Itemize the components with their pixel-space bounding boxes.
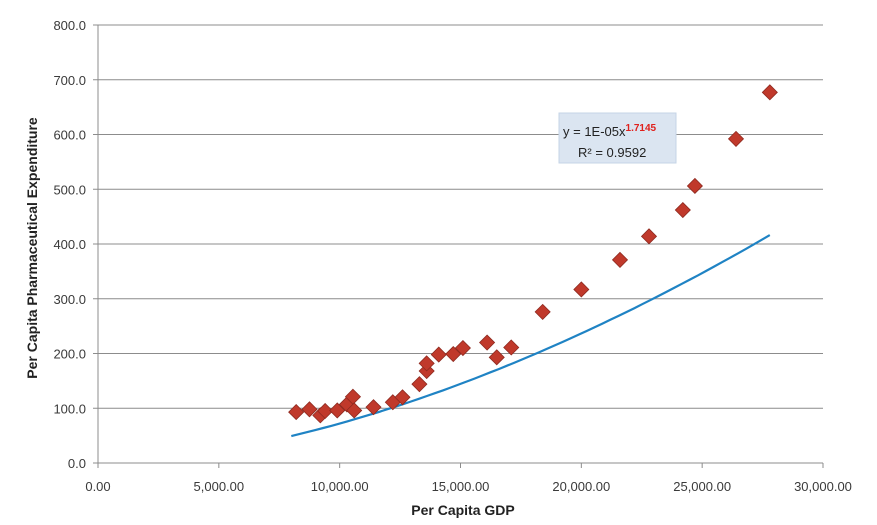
x-tick-labels: 0.00 5,000.00 10,000.00 15,000.00 20,000.00 2… [85,479,852,494]
data-point [686,177,703,195]
data-point [329,402,346,419]
axes [93,24,824,468]
data-point [454,339,471,357]
trendline [291,234,771,438]
data-point [674,201,691,219]
x-tick-label: 30,000.00 [794,479,852,494]
data-point [346,402,363,419]
y-tick-label: 700.0 [53,73,86,88]
data-points [288,84,778,424]
data-point [503,339,520,356]
y-tick-label: 300.0 [53,292,86,307]
data-point [365,399,382,416]
data-point [611,251,629,268]
gridlines [98,24,823,409]
data-point [573,281,590,298]
data-point [430,346,447,363]
data-point [727,130,745,147]
data-point [418,355,435,372]
y-axis-title: Per Capita Pharmaceutical Expenditure [24,117,40,379]
x-tick-label: 20,000.00 [552,479,610,494]
trendline-equation-box: y = 1E-05x1.7145 R² = 0.9592 [558,112,677,164]
data-point [761,84,778,101]
data-point [488,349,505,366]
r-squared-label: R² = 0.9592 [578,145,646,160]
data-point [445,345,462,363]
y-tick-labels: 0.0 100.0 200.0 300.0 400.0 500.0 600.0 700.0 80… [53,18,86,471]
x-tick-label: 10,000.00 [311,479,369,494]
data-point [394,389,411,406]
data-point [317,402,334,420]
data-point [479,334,496,351]
y-tick-label: 400.0 [53,237,86,252]
equation-exponent: 1.7145 [626,123,657,134]
x-tick-label: 5,000.00 [194,479,245,494]
data-point [301,401,318,418]
y-tick-label: 600.0 [53,128,86,143]
y-tick-label: 0.0 [68,456,86,471]
x-tick-label: 15,000.00 [432,479,490,494]
equation-prefix: y = 1E-05x [563,124,626,139]
data-point [640,228,658,245]
trendline-equation: y = 1E-05x1.7145 [563,123,657,139]
y-tick-label: 200.0 [53,347,86,362]
y-tick-label: 100.0 [53,401,86,416]
data-point [534,303,551,320]
x-axis-title: Per Capita GDP [411,502,514,518]
y-tick-label: 500.0 [53,182,86,197]
data-point [288,404,305,421]
x-tick-label: 0.00 [85,479,110,494]
y-tick-label: 800.0 [53,18,86,33]
x-tick-label: 25,000.00 [673,479,731,494]
data-point [411,376,428,393]
